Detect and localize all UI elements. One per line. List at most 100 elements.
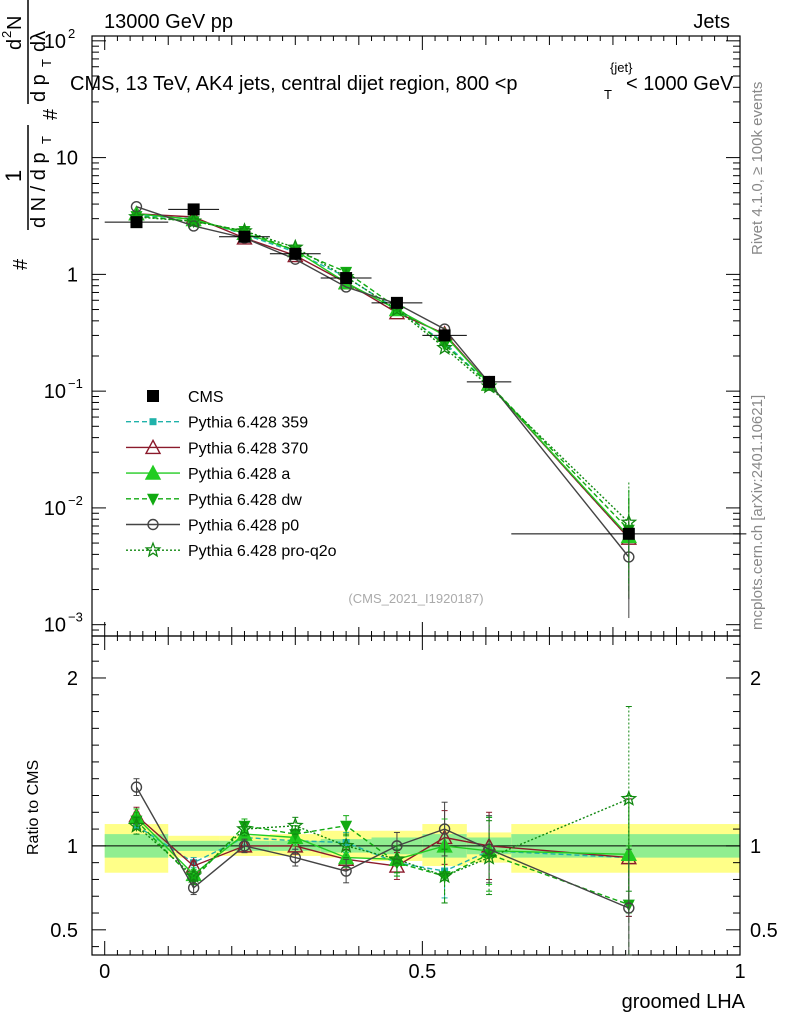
mcplots-label: mcplots.cern.ch [arXiv:2401.10621] <box>749 395 766 630</box>
main-series-line-0 <box>136 214 630 539</box>
ratio-xtick-label: 1 <box>734 961 745 983</box>
main-ytick-exp: −2 <box>68 493 83 508</box>
ratio-xtick-label: 0 <box>99 961 110 983</box>
legend-marker-1 <box>149 418 157 426</box>
ratio-ytick-label-right: 0.5 <box>750 920 778 942</box>
ratio-axes: 0 0.5 10.5 0.51 12 2 <box>50 635 778 983</box>
title-sub-t: T <box>604 87 612 102</box>
data-point-7 <box>483 375 496 388</box>
ratio-point-5-6 <box>436 867 453 884</box>
main-series-line-4 <box>136 206 630 558</box>
legend-marker-6 <box>144 541 162 558</box>
header-left: 13000 GeV pp <box>104 11 233 33</box>
ratio-point-4-4 <box>340 865 352 877</box>
legend-label-0: CMS <box>188 389 224 406</box>
legend-label-1: Pythia 6.428 359 <box>188 415 308 432</box>
data-point-4 <box>340 272 353 285</box>
rivet-label: Rivet 4.1.0, ≥ 100k events <box>749 82 766 255</box>
ylabel-hash-1: # <box>10 258 32 270</box>
ratio-ylabel: Ratio to CMS <box>25 760 42 855</box>
ratio-point-5-8 <box>620 790 638 806</box>
ylabel-d: d <box>4 39 26 50</box>
ratio-ytick-label: 1 <box>67 836 78 858</box>
legend-marker-3 <box>144 464 162 480</box>
main-series-line-1 <box>136 213 630 539</box>
main-series <box>104 200 747 619</box>
header-right: Jets <box>693 11 730 33</box>
ylabel-hash-2: # <box>40 108 62 120</box>
ratio-ytick-label: 0.5 <box>50 920 78 942</box>
ratio-point-3-3 <box>289 829 302 842</box>
main-ytick-label: 10 <box>44 381 66 403</box>
main-ytick-label: 10 <box>44 615 66 637</box>
ratio-point-4-0 <box>130 781 143 793</box>
title-sup-jet: {jet} <box>610 60 633 75</box>
title-part-1: CMS, 13 TeV, AK4 jets, central dijet reg… <box>70 73 518 95</box>
ratio-frame <box>91 635 741 956</box>
data-point-8 <box>622 527 635 540</box>
main-ytick-exp: −3 <box>68 610 83 625</box>
ylabel-dlambda: dλ <box>28 31 50 52</box>
main-ylabel: # 1 d N / d p T # d 2 N d p T dλ <box>0 0 62 270</box>
ylabel-sup-2: 2 <box>0 31 14 38</box>
main-ytick-exp: 2 <box>68 26 75 41</box>
main-ytick-exp: −1 <box>68 376 83 391</box>
ratio-point-4-1 <box>187 882 200 894</box>
ratio-ytick-label: 2 <box>67 668 78 690</box>
data-point-6 <box>438 329 451 342</box>
main-title: CMS, 13 TeV, AK4 jets, central dijet reg… <box>70 73 518 95</box>
main-point-5-8 <box>620 513 638 530</box>
title-part-2: < 1000 GeV <box>626 73 734 95</box>
ratio-point-5-5 <box>388 850 406 867</box>
main-ytick-label: 10 <box>56 148 78 170</box>
main-ytick-label: 1 <box>67 264 78 286</box>
x-axis-label: groomed LHA <box>622 991 746 1013</box>
ratio-point-5-7 <box>480 848 498 865</box>
legend-label-3: Pythia 6.428 a <box>188 466 290 483</box>
legend-label-4: Pythia 6.428 dw <box>188 492 302 509</box>
main-series-line-2 <box>136 213 630 537</box>
ylabel-n: N <box>4 16 26 30</box>
data-point-0 <box>130 216 143 229</box>
legend-marker-5 <box>147 518 159 531</box>
ratio-point-4-6 <box>438 823 451 835</box>
data-point-2 <box>238 230 251 243</box>
legend-marker-4 <box>147 493 159 506</box>
ratio-point-5-4 <box>337 837 355 853</box>
data-point-5 <box>390 296 403 309</box>
legend: CMS Pythia 6.428 359 Pythia 6.428 370 Pythi… <box>126 389 337 560</box>
ratio-point-4-2 <box>238 840 251 852</box>
main-point-5-6 <box>436 339 453 355</box>
data-point-1 <box>187 203 200 216</box>
watermark: (CMS_2021_I1920187) <box>348 591 483 606</box>
legend-label-2: Pythia 6.428 370 <box>188 440 308 457</box>
ratio-point-5-1 <box>185 867 203 884</box>
ratio-ytick-label-right: 1 <box>750 836 761 858</box>
main-ytick-label: 10 <box>44 31 66 53</box>
ratio-point-5-2 <box>236 820 253 837</box>
ylabel-sub-t-1: T <box>39 136 54 144</box>
legend-label-6: Pythia 6.428 pro-q2o <box>188 543 337 560</box>
ratio-bands <box>104 824 740 873</box>
ratio-point-5-3 <box>286 816 304 833</box>
legend-label-5: Pythia 6.428 p0 <box>188 518 299 535</box>
main-point-5-1 <box>185 212 202 229</box>
ylabel-dpt-2: d p <box>28 74 50 102</box>
legend-marker-2 <box>144 438 162 455</box>
ylabel-one: 1 <box>1 170 26 182</box>
ylabel-sub-t-2: T <box>39 59 54 67</box>
ratio-series <box>128 706 638 956</box>
ratio-point-4-3 <box>289 851 301 864</box>
ratio-xtick-label: 0.5 <box>408 961 436 983</box>
ratio-ytick-label-right: 2 <box>750 668 761 690</box>
data-point-3 <box>289 247 302 260</box>
ratio-point-5-0 <box>128 816 145 833</box>
main-point-3-6 <box>438 339 451 352</box>
ratio-point-4-8 <box>623 902 635 914</box>
main-ytick-label: 10 <box>44 498 66 520</box>
legend-marker-0 <box>147 390 159 402</box>
ylabel-dn-dpt: d N / d p <box>28 152 50 228</box>
ratio-point-3-4 <box>340 820 353 833</box>
